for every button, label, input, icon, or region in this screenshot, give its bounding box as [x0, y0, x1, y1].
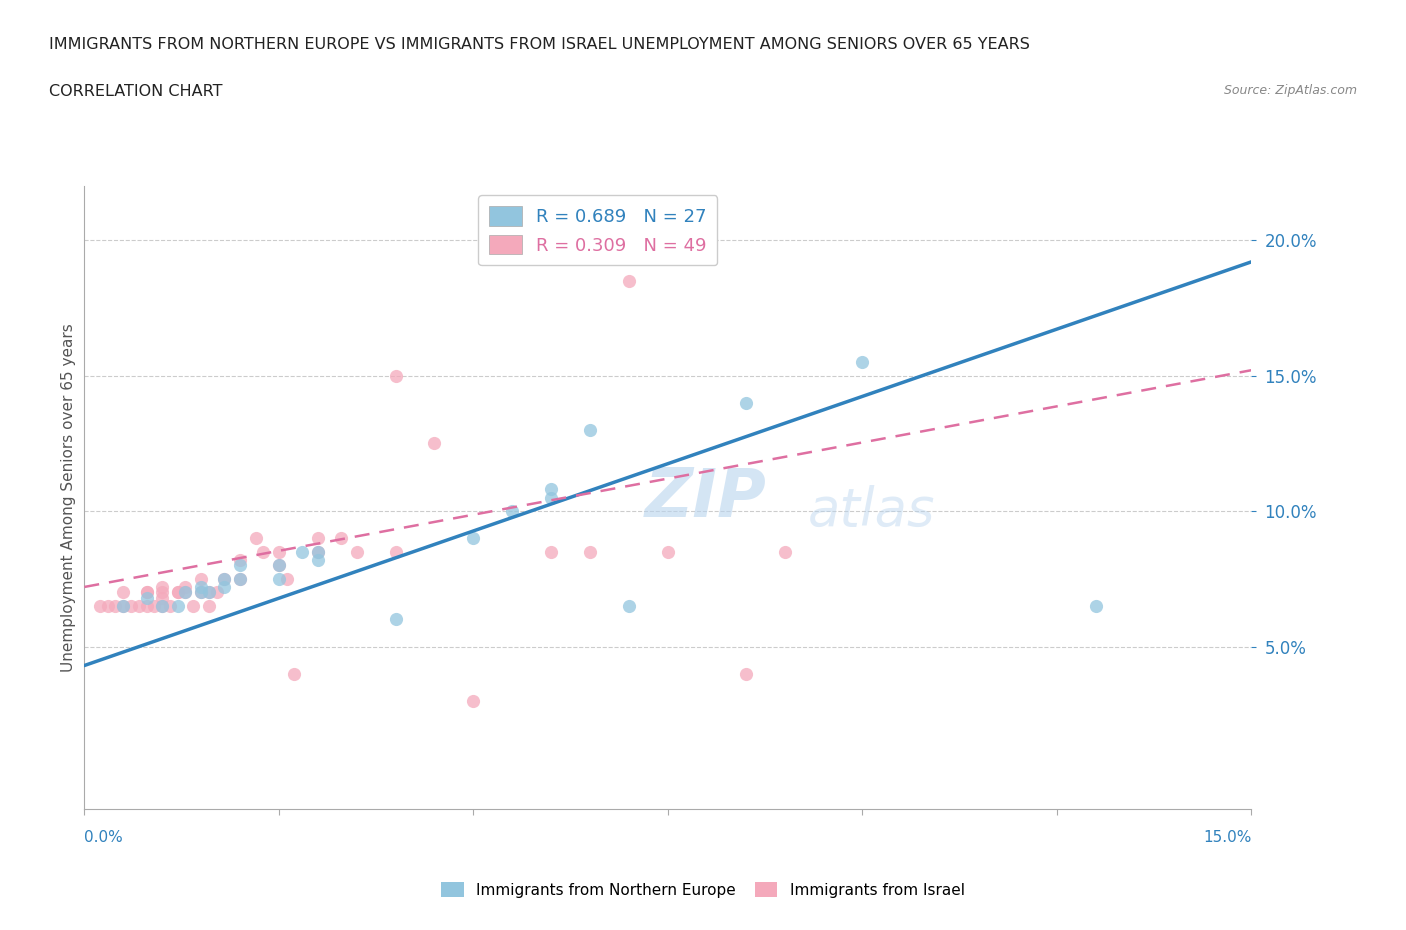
Point [190, 571, 212, 586]
Point [229, 552, 252, 567]
Point [307, 531, 329, 546]
Point [384, 368, 406, 383]
Point [330, 531, 353, 546]
Point [128, 599, 150, 614]
Point [384, 612, 406, 627]
Point [307, 544, 329, 559]
Text: Source: ZipAtlas.com: Source: ZipAtlas.com [1223, 84, 1357, 97]
Point [267, 544, 290, 559]
Point [283, 666, 305, 681]
Point [463, 531, 485, 546]
Point [150, 599, 173, 614]
Point [267, 558, 290, 573]
Point [104, 599, 127, 614]
Point [423, 436, 446, 451]
Point [150, 579, 173, 594]
Point [579, 544, 602, 559]
Point [463, 693, 485, 708]
Text: 0.0%: 0.0% [84, 830, 124, 844]
Point [267, 571, 290, 586]
Point [112, 599, 135, 614]
Point [135, 591, 157, 605]
Text: atlas: atlas [808, 485, 935, 538]
Point [135, 599, 157, 614]
Point [97, 599, 120, 614]
Point [252, 544, 274, 559]
Point [540, 490, 562, 505]
Point [159, 599, 181, 614]
Point [579, 422, 602, 437]
Point [229, 571, 252, 586]
Point [734, 395, 756, 410]
Point [773, 544, 796, 559]
Point [540, 482, 562, 497]
Point [617, 273, 640, 288]
Point [174, 585, 197, 600]
Point [205, 585, 228, 600]
Point [307, 544, 329, 559]
Point [214, 571, 236, 586]
Point [245, 531, 267, 546]
Point [190, 579, 212, 594]
Point [540, 544, 562, 559]
Point [120, 599, 142, 614]
Point [229, 571, 252, 586]
Point [135, 585, 157, 600]
Point [198, 599, 221, 614]
Point [501, 504, 523, 519]
Y-axis label: Unemployment Among Seniors over 65 years: Unemployment Among Seniors over 65 years [60, 324, 76, 671]
Point [89, 599, 111, 614]
Point [174, 585, 197, 600]
Text: CORRELATION CHART: CORRELATION CHART [49, 84, 222, 99]
Text: ZIP: ZIP [644, 465, 766, 530]
Point [174, 579, 197, 594]
Point [135, 585, 157, 600]
Point [166, 585, 188, 600]
Point [346, 544, 368, 559]
Point [267, 558, 290, 573]
Text: IMMIGRANTS FROM NORTHERN EUROPE VS IMMIGRANTS FROM ISRAEL UNEMPLOYMENT AMONG SEN: IMMIGRANTS FROM NORTHERN EUROPE VS IMMIG… [49, 37, 1031, 52]
Point [198, 585, 221, 600]
Point [150, 591, 173, 605]
Point [166, 585, 188, 600]
Point [276, 571, 298, 586]
Point [214, 579, 236, 594]
Point [190, 585, 212, 600]
Point [112, 585, 135, 600]
Legend: R = 0.689   N = 27, R = 0.309   N = 49: R = 0.689 N = 27, R = 0.309 N = 49 [478, 195, 717, 265]
Point [112, 599, 135, 614]
Point [181, 599, 204, 614]
Point [150, 585, 173, 600]
Point [190, 585, 212, 600]
Point [617, 599, 640, 614]
Legend: Immigrants from Northern Europe, Immigrants from Israel: Immigrants from Northern Europe, Immigra… [436, 875, 970, 904]
Point [384, 544, 406, 559]
Point [657, 544, 679, 559]
Point [307, 552, 329, 567]
Point [214, 571, 236, 586]
Point [851, 354, 873, 369]
Point [198, 585, 221, 600]
Point [291, 544, 314, 559]
Point [1084, 599, 1107, 614]
Point [150, 599, 173, 614]
Point [143, 599, 166, 614]
Point [229, 558, 252, 573]
Point [734, 666, 756, 681]
Point [166, 599, 188, 614]
Text: 15.0%: 15.0% [1204, 830, 1251, 844]
